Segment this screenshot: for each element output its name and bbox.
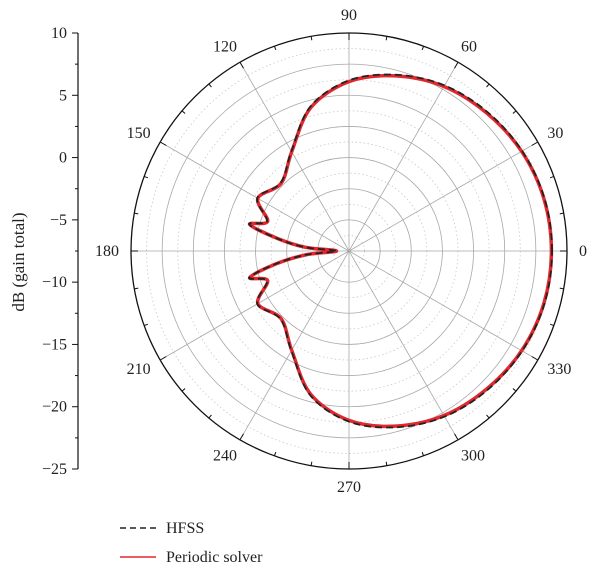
angle-tick: [310, 36, 313, 41]
angle-tick: [421, 451, 425, 457]
angle-tick: [512, 110, 517, 114]
angle-tick: [310, 461, 313, 466]
radial-tick-label: −25: [42, 461, 67, 478]
radial-tick-label: −5: [50, 212, 67, 229]
radial-tick-label: 0: [59, 150, 67, 167]
angle-tick: [486, 83, 490, 88]
angle-tick: [531, 356, 539, 361]
angle-tick: [273, 45, 277, 51]
radial-axis: 10 5 0 −5 −10 −15 −20 −25: [42, 25, 79, 478]
radial-tick-label: −10: [42, 274, 67, 291]
angle-tick: [208, 414, 212, 419]
angle-tick: [486, 414, 490, 419]
angle-tick-label: 300: [461, 447, 485, 464]
radial-tick-label: −15: [42, 336, 67, 353]
angle-tick: [559, 287, 564, 290]
y-axis-label: dB (gain total): [9, 212, 28, 311]
legend: HFSS Periodic solver: [120, 520, 263, 566]
spoke-line: [239, 250, 350, 440]
polar-grid: [130, 32, 568, 470]
angle-tick: [559, 212, 564, 215]
angle-tick: [385, 36, 388, 41]
series-periodic-solver-line: [247, 73, 554, 429]
angle-tick-label: 270: [337, 479, 361, 496]
spoke-line: [348, 141, 538, 252]
angle-tick-label: 120: [213, 39, 237, 56]
spoke-line: [348, 250, 459, 440]
angle-tick-label: 90: [341, 7, 357, 24]
series-hfss-line: [248, 73, 553, 429]
angle-tick: [159, 141, 167, 146]
angle-tick-label: 180: [95, 243, 119, 260]
spoke-line: [348, 250, 538, 361]
angle-tick: [421, 45, 425, 51]
angle-tick: [181, 388, 186, 392]
angle-tick: [239, 61, 244, 69]
angle-tick: [549, 175, 555, 179]
angle-tick: [143, 175, 149, 179]
angle-tick: [239, 433, 244, 441]
angle-tick: [134, 212, 139, 215]
spoke-line: [160, 250, 350, 361]
series-lines: [247, 73, 554, 429]
angle-tick: [208, 83, 212, 88]
angle-tick: [531, 141, 539, 146]
angle-tick: [454, 433, 459, 441]
angle-tick-label: 240: [213, 447, 237, 464]
angle-tick: [385, 461, 388, 466]
spoke-line: [348, 62, 459, 252]
angle-tick: [549, 323, 555, 327]
angle-tick: [159, 356, 167, 361]
angle-tick-label: 30: [547, 125, 563, 142]
radial-tick-label: 10: [51, 25, 67, 42]
angle-tick: [512, 388, 517, 392]
radial-tick-label: 5: [59, 87, 67, 104]
legend-label: HFSS: [166, 520, 204, 537]
angle-labels: 0 30 60 90 120 150 180 210 240 270 300 330: [95, 7, 587, 496]
angle-tick: [143, 323, 149, 327]
angle-tick-label: 210: [127, 361, 151, 378]
angle-tick: [454, 61, 459, 69]
angle-tick-label: 330: [547, 361, 571, 378]
angle-tick-label: 150: [127, 125, 151, 142]
angle-tick: [181, 110, 186, 114]
radial-tick-label: −20: [42, 399, 67, 416]
angle-tick: [273, 451, 277, 457]
spoke-line: [239, 62, 350, 252]
legend-label: Periodic solver: [166, 549, 263, 566]
angle-tick-label: 0: [579, 243, 587, 260]
angle-tick-label: 60: [461, 39, 477, 56]
angle-tick: [134, 287, 139, 290]
spoke-line: [160, 141, 350, 252]
